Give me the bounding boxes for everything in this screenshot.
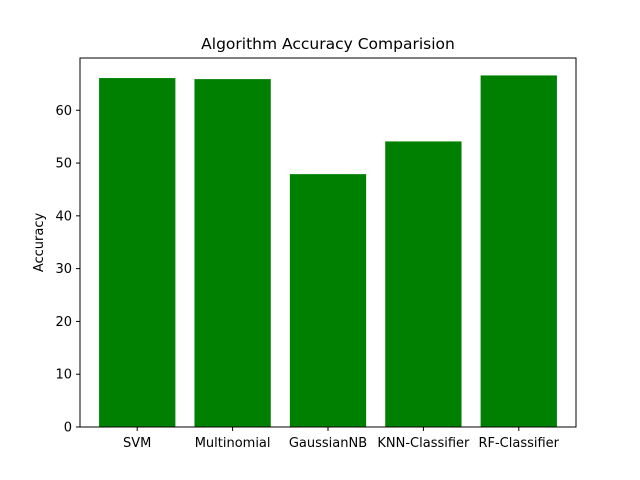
y-tick-label: 50 bbox=[55, 157, 72, 172]
bar-gaussiannb bbox=[289, 174, 367, 427]
x-tick-label: GaussianNB bbox=[289, 436, 367, 451]
y-tick-label: 10 bbox=[55, 368, 72, 383]
bar-svm bbox=[99, 78, 176, 427]
chart-title: Algorithm Accuracy Comparision bbox=[201, 35, 455, 53]
bars-group bbox=[99, 75, 557, 428]
x-tick-label: SVM bbox=[123, 436, 151, 451]
bar-rf-classifier bbox=[480, 75, 557, 428]
y-axis-ticks: 0 10 20 30 40 50 60 bbox=[55, 104, 80, 436]
y-tick-label: 30 bbox=[55, 262, 72, 277]
plot-frame bbox=[79, 57, 577, 428]
y-tick-label: 0 bbox=[64, 421, 72, 436]
y-tick-label: 20 bbox=[55, 315, 72, 330]
bar-multinomial bbox=[194, 79, 271, 428]
x-tick-label: KNN-Classifier bbox=[377, 436, 470, 451]
y-tick-label: 40 bbox=[55, 209, 72, 224]
x-tick-label: RF-Classifier bbox=[478, 436, 559, 451]
bar-knn-classifier bbox=[385, 141, 462, 428]
y-tick-label: 60 bbox=[55, 104, 72, 119]
y-axis-label: Accuracy bbox=[32, 213, 47, 273]
x-axis-ticks: SVM Multinomial GaussianNB KNN-Classifier RF… bbox=[123, 427, 560, 451]
x-tick-label: Multinomial bbox=[195, 436, 271, 451]
